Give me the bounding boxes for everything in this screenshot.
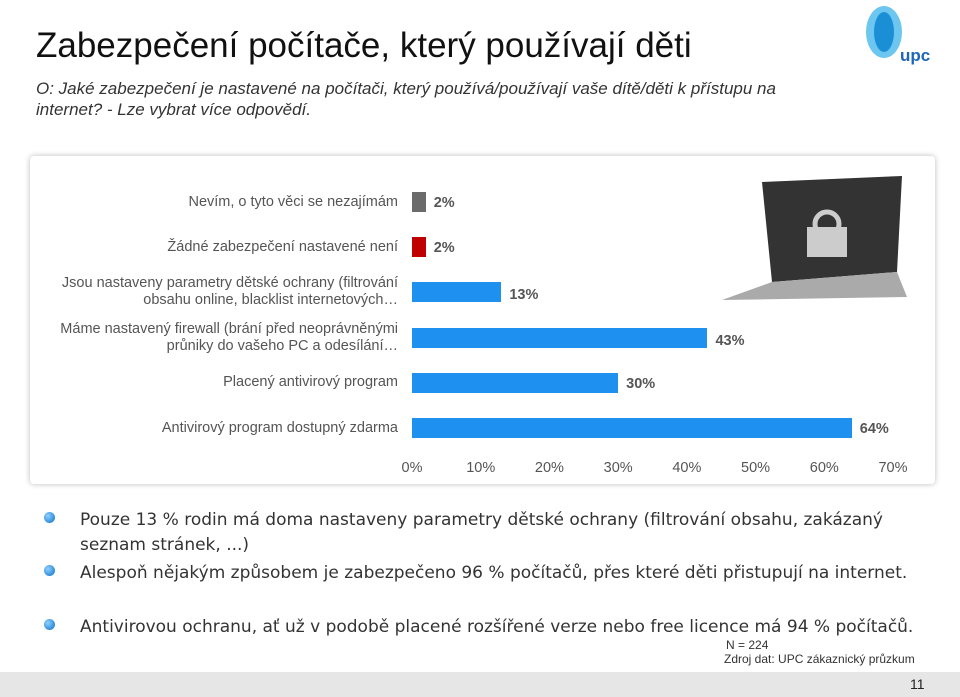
page-number: 11 [910,676,925,692]
value-label: 64% [859,421,889,437]
x-tick-label: 70% [878,460,908,476]
bullet-icon [44,619,55,630]
value-label: 43% [715,332,745,349]
subtitle: O: Jaké zabezpečení je nastavené na počí… [36,79,776,119]
note: N = 224 [726,638,769,652]
x-tick-label: 0% [401,460,423,476]
laptop-image [722,176,907,300]
category-label: Jsou nastaveny parametry dětské ochrany … [61,275,398,309]
logo: upc [900,46,931,65]
bar [412,237,426,258]
source: Zdroj dat: UPC zákaznický průzkum [724,652,915,666]
category-label: Nevím, o tyto věci se nezajímám [188,193,398,210]
category-label: Žádné zabezpečení nastavené není [167,238,398,255]
x-tick-label: 50% [741,460,771,476]
bullet-text: Alespoň nějakým způsobem je zabezpečeno … [80,563,908,583]
x-tick-label: 20% [534,460,564,476]
bar [412,327,708,348]
bullet-icon [44,512,55,523]
footer-bar [0,672,960,697]
category-label: Antivirový program dostupný zdarma [161,419,398,436]
bar [412,418,852,438]
logo-icon [866,6,902,58]
value-label: 30% [626,375,656,392]
x-tick-label: 40% [672,460,702,476]
category-label: Máme nastavený firewall (brání před neop… [60,320,398,354]
bullet-text: Antivirovou ochranu, ať už v podobě plac… [80,617,914,637]
value-label: 2% [433,195,455,211]
bar [412,192,426,212]
x-tick-label: 60% [809,460,839,476]
value-label: 2% [433,240,455,257]
bar [412,282,502,303]
slide-title: Zabezpečení počítače, který používají dě… [36,26,692,65]
value-label: 13% [509,287,539,304]
bar [412,372,619,393]
bullet-text: Pouze 13 % rodin má doma nastaveny param… [80,510,883,555]
category-label: Placený antivirový program [223,374,398,391]
x-tick-label: 30% [603,460,633,476]
bullet-icon [44,565,55,576]
x-tick-label: 10% [466,460,496,476]
